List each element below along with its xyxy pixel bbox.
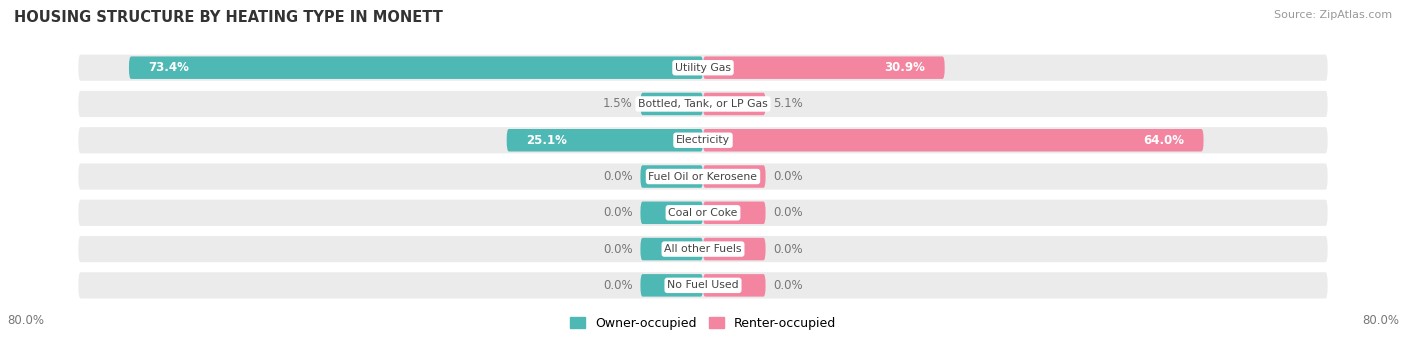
- FancyBboxPatch shape: [506, 129, 703, 151]
- Text: 0.0%: 0.0%: [603, 242, 633, 255]
- Text: Utility Gas: Utility Gas: [675, 63, 731, 73]
- Text: Coal or Coke: Coal or Coke: [668, 208, 738, 218]
- FancyBboxPatch shape: [641, 274, 703, 297]
- FancyBboxPatch shape: [77, 199, 1329, 227]
- Legend: Owner-occupied, Renter-occupied: Owner-occupied, Renter-occupied: [565, 312, 841, 335]
- FancyBboxPatch shape: [77, 235, 1329, 263]
- Text: Bottled, Tank, or LP Gas: Bottled, Tank, or LP Gas: [638, 99, 768, 109]
- Text: 0.0%: 0.0%: [603, 206, 633, 219]
- Text: 80.0%: 80.0%: [7, 314, 44, 327]
- Text: 0.0%: 0.0%: [603, 170, 633, 183]
- FancyBboxPatch shape: [641, 93, 703, 115]
- FancyBboxPatch shape: [641, 202, 703, 224]
- FancyBboxPatch shape: [641, 165, 703, 188]
- Text: Fuel Oil or Kerosene: Fuel Oil or Kerosene: [648, 172, 758, 181]
- Text: Electricity: Electricity: [676, 135, 730, 145]
- FancyBboxPatch shape: [703, 202, 765, 224]
- FancyBboxPatch shape: [77, 90, 1329, 118]
- FancyBboxPatch shape: [703, 238, 765, 260]
- Text: 30.9%: 30.9%: [884, 61, 925, 74]
- FancyBboxPatch shape: [77, 271, 1329, 299]
- Text: 64.0%: 64.0%: [1143, 134, 1184, 147]
- FancyBboxPatch shape: [703, 274, 765, 297]
- Text: All other Fuels: All other Fuels: [664, 244, 742, 254]
- FancyBboxPatch shape: [703, 93, 765, 115]
- Text: 0.0%: 0.0%: [773, 242, 803, 255]
- Text: 0.0%: 0.0%: [603, 279, 633, 292]
- Text: 0.0%: 0.0%: [773, 170, 803, 183]
- Text: 1.5%: 1.5%: [603, 98, 633, 110]
- FancyBboxPatch shape: [703, 57, 945, 79]
- Text: HOUSING STRUCTURE BY HEATING TYPE IN MONETT: HOUSING STRUCTURE BY HEATING TYPE IN MON…: [14, 10, 443, 25]
- Text: No Fuel Used: No Fuel Used: [668, 280, 738, 290]
- Text: 25.1%: 25.1%: [526, 134, 567, 147]
- Text: 5.1%: 5.1%: [773, 98, 803, 110]
- FancyBboxPatch shape: [703, 129, 1204, 151]
- FancyBboxPatch shape: [129, 57, 703, 79]
- Text: 0.0%: 0.0%: [773, 279, 803, 292]
- FancyBboxPatch shape: [77, 54, 1329, 82]
- FancyBboxPatch shape: [77, 162, 1329, 191]
- FancyBboxPatch shape: [77, 126, 1329, 154]
- FancyBboxPatch shape: [641, 238, 703, 260]
- Text: 0.0%: 0.0%: [773, 206, 803, 219]
- FancyBboxPatch shape: [703, 165, 765, 188]
- Text: 80.0%: 80.0%: [1362, 314, 1399, 327]
- Text: Source: ZipAtlas.com: Source: ZipAtlas.com: [1274, 10, 1392, 20]
- Text: 73.4%: 73.4%: [149, 61, 190, 74]
